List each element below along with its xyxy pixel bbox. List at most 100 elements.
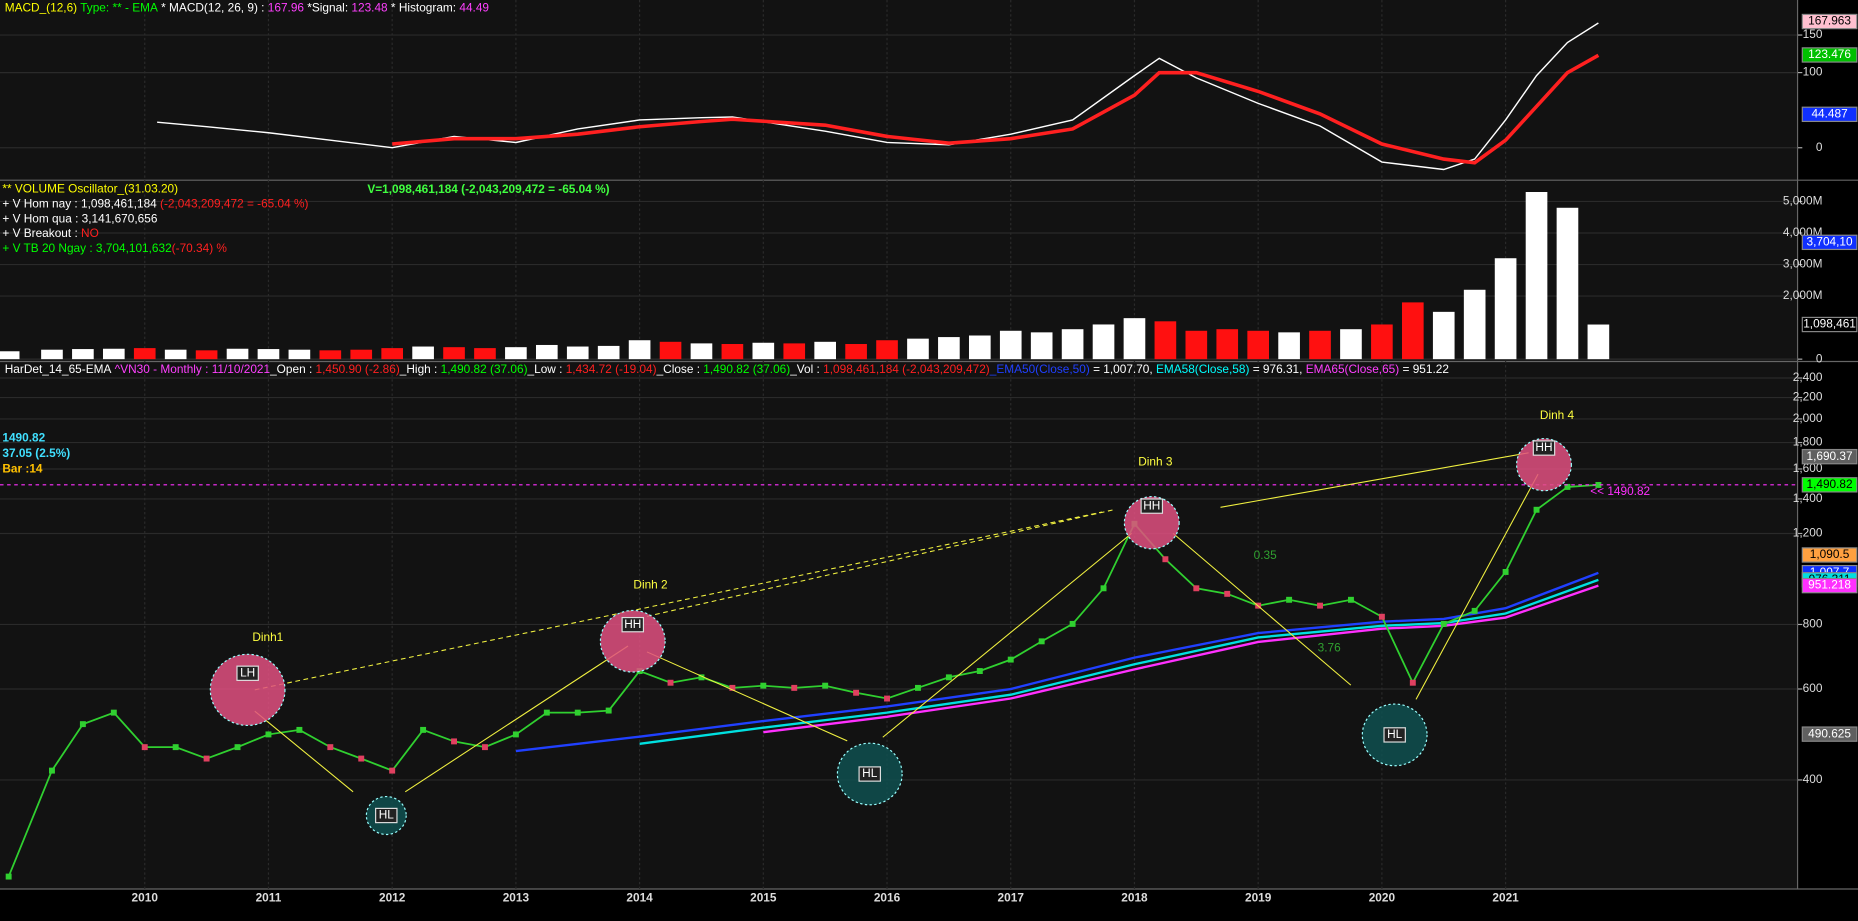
price-point: [667, 679, 674, 686]
price-point: [976, 668, 983, 675]
volume-bar: [1185, 330, 1208, 360]
header: ** VOLUME Oscillator_(31.03.20): [2, 182, 178, 196]
series-line: [763, 584, 1599, 734]
y-tick-label: 600: [1803, 681, 1823, 695]
price-point: [853, 689, 860, 696]
volume-bar: [474, 348, 496, 360]
swing-box: [1140, 498, 1164, 514]
price-point: [698, 674, 705, 681]
price-point: [791, 684, 798, 691]
price-point: [543, 709, 550, 716]
header-segment: 1,450.90 (-2.86): [316, 362, 400, 376]
price-point: [1440, 620, 1447, 627]
price-point: [914, 684, 921, 691]
price-point: [760, 682, 767, 689]
volume-bar: [535, 344, 558, 360]
price-info: 1490.82: [2, 431, 45, 445]
trend-arrow: [404, 645, 629, 793]
header-segment: 44.49: [459, 0, 489, 14]
price-point: [265, 731, 272, 738]
volume-bar: [1309, 330, 1331, 360]
swing-box: [1532, 440, 1556, 456]
price-point: [79, 721, 86, 728]
volume-bar: [72, 349, 94, 360]
price-point: [358, 755, 365, 762]
swing-label: HL: [862, 766, 878, 780]
fib-ratio: 0.35: [1254, 548, 1277, 562]
price-point: [203, 755, 210, 762]
value-tag: [1801, 547, 1858, 563]
swing-bubble: [209, 653, 286, 727]
header-segment: _Low :: [527, 362, 566, 376]
volume-bar: [1092, 324, 1115, 360]
header-segment: _High :: [399, 362, 441, 376]
value-tag: [1801, 13, 1858, 30]
header-segment: HarDet_14_65-EMA: [5, 362, 112, 376]
header-segment: ** VOLUME Oscillator_(31.03.20): [2, 182, 178, 196]
price-point: [574, 709, 581, 716]
volume-bar: [1340, 329, 1362, 360]
price-info: Bar :14: [2, 462, 43, 476]
fib-ratio: 3.76: [1318, 640, 1341, 654]
trend-arrow: [1220, 452, 1529, 508]
volume-bar: [566, 346, 589, 360]
x-tick-label: 2019: [1245, 891, 1272, 905]
value-tag-label: 44.487: [1811, 106, 1847, 120]
price-point: [1007, 656, 1014, 663]
header-segment: MACD_(12,6): [5, 0, 77, 14]
volume-bar: [381, 348, 403, 360]
price-point: [512, 731, 519, 738]
header-segment: (-2,043,209,472 = -65.04 %): [160, 197, 309, 211]
price-point: [110, 709, 117, 716]
y-tick-label: 800: [1803, 617, 1823, 631]
header-segment: = 1,007.70,: [1090, 362, 1156, 376]
volume-bar: [690, 343, 713, 360]
trend-arrow: [1415, 473, 1539, 700]
value-tag: [1801, 477, 1858, 493]
swing-bubble: [599, 609, 666, 673]
volume-bar: [1432, 311, 1455, 360]
value-tag-label: 167.963: [1808, 14, 1851, 28]
trend-arrow: [1172, 532, 1352, 686]
header-segment: Type: ** - EMA: [77, 0, 158, 14]
volume-bar: [412, 346, 434, 360]
header: + V Hom qua : 3,141,670,656: [2, 211, 157, 225]
volume-bar: [1494, 258, 1517, 360]
swing-box: [858, 766, 882, 782]
y-tick-label: 100: [1803, 65, 1823, 79]
volume-bar: [288, 349, 311, 360]
swing-bubble: [1516, 437, 1572, 492]
header-segment: *Signal:: [304, 0, 351, 14]
header-segment: _Open :: [269, 362, 315, 376]
x-tick-label: 2020: [1369, 891, 1396, 905]
peak-label: Dinh1: [252, 630, 283, 644]
value-tag: [1801, 316, 1858, 333]
header-segment: * MACD(12, 26, 9) :: [158, 0, 268, 14]
price-point: [296, 726, 303, 733]
y-tick-label: 1,200: [1793, 526, 1823, 540]
x-tick-label: 2016: [874, 891, 901, 905]
volume-bar: [783, 343, 806, 360]
header-segment: EMA58(Close,58): [1156, 362, 1250, 376]
peak-label: Dinh 3: [1138, 454, 1173, 468]
volume-bar: [133, 348, 156, 360]
swing-box: [621, 616, 645, 633]
price-point: [1038, 638, 1045, 645]
swing-label: HH: [624, 617, 641, 631]
header-segment: 123.48: [351, 0, 388, 14]
trend-arrow: [882, 532, 1132, 738]
y-tick-label: 150: [1803, 27, 1823, 41]
volume-bar: [226, 348, 249, 360]
volume-bar: [1401, 302, 1424, 360]
volume-bar: [628, 340, 651, 360]
price-point: [1533, 506, 1540, 513]
header-segment: 1,434.72 (-19.04): [566, 362, 657, 376]
price-point: [1286, 596, 1293, 603]
header-segment: _Close :: [656, 362, 704, 376]
y-tick-label: 2,200: [1793, 390, 1823, 404]
header-segment: + V Hom nay : 1,098,461,184: [2, 197, 160, 211]
volume-bar: [597, 345, 620, 360]
trend-arrow: [254, 511, 1103, 691]
value-tag: [1801, 577, 1858, 594]
